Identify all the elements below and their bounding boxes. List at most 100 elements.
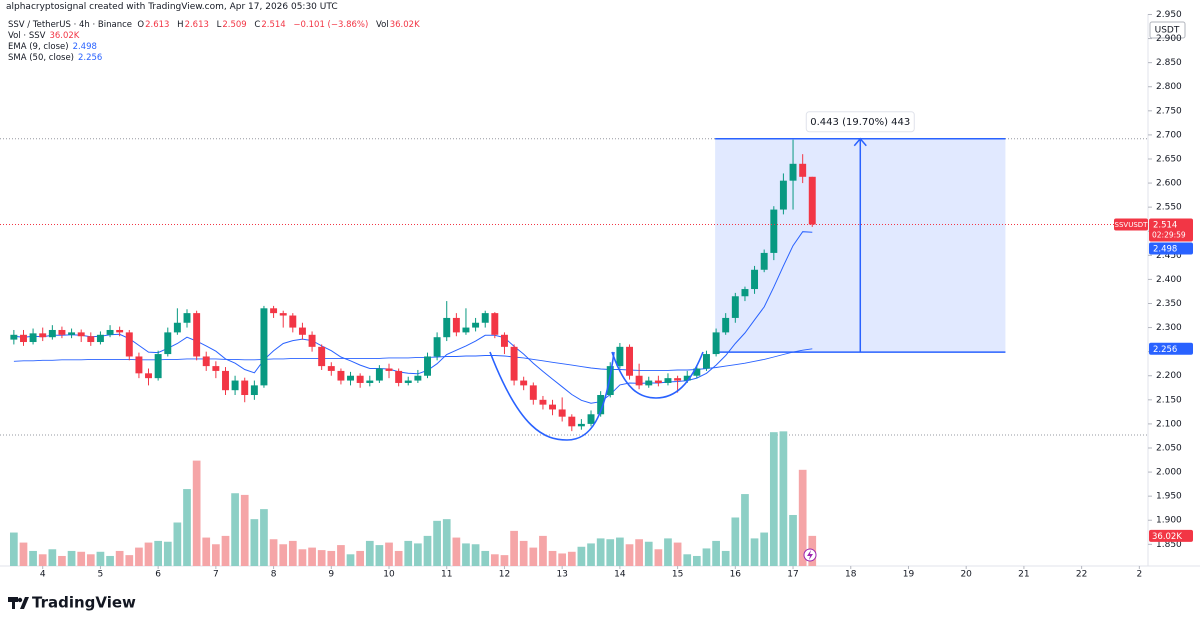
measure-label: 0.443 (19.70%) 443: [810, 117, 910, 128]
volume-bar: [577, 546, 586, 566]
indicator-name[interactable]: SMA (50, close): [8, 53, 74, 63]
candle-body: [779, 180, 787, 210]
candle-body: [799, 163, 807, 177]
candle-body: [193, 313, 201, 357]
candle-body: [366, 380, 374, 383]
candle-body: [789, 163, 797, 181]
y-tick-label: 2.000: [1156, 468, 1182, 478]
volume-bar: [240, 494, 249, 566]
indicator-value: 2.498: [72, 42, 97, 52]
volume-bar: [423, 535, 432, 566]
indicator-name[interactable]: EMA (9, close): [8, 42, 69, 52]
candle-body: [106, 329, 114, 335]
candle-body: [154, 354, 162, 379]
volume-bar: [327, 550, 336, 566]
y-tick-label: 2.950: [1156, 10, 1182, 20]
candle-body: [87, 336, 95, 343]
volume-bar: [250, 519, 259, 566]
volume-tag-box: [1149, 529, 1193, 542]
y-tick-label: 2.650: [1156, 154, 1182, 164]
volume-bar: [683, 554, 692, 566]
candle-body: [270, 308, 278, 314]
x-tick-label: 2: [1136, 570, 1142, 580]
volume-bar: [779, 431, 788, 566]
last-price-tag-box: [1149, 218, 1193, 242]
credit: alphacryptosignal created with TradingVi…: [6, 2, 338, 12]
volume-bar: [346, 554, 355, 566]
last-price-tag: 2.514: [1153, 220, 1177, 230]
legend-row: SSV / TetherUS · 4h · Binance O2.613 H2.…: [8, 20, 425, 31]
volume-bar: [163, 541, 172, 566]
brand: TradingView: [32, 594, 136, 612]
volume-bar: [529, 547, 538, 566]
ohlc-value: 2.613: [184, 20, 209, 30]
x-tick-label: 12: [499, 570, 510, 580]
candle-body: [125, 332, 133, 357]
volume-bar: [67, 550, 76, 566]
candle-body: [741, 289, 749, 297]
volume-bar: [539, 535, 547, 566]
volume-bar: [365, 540, 374, 566]
volume-bar: [404, 540, 413, 566]
volume-bar: [173, 522, 182, 566]
volume-bar: [452, 537, 461, 566]
candle-body: [683, 375, 691, 381]
currency[interactable]: USDT: [1155, 26, 1180, 36]
candle-body: [568, 416, 576, 427]
candle-body: [712, 332, 720, 355]
candle-body: [279, 313, 287, 316]
candle-body: [356, 375, 364, 383]
volume-bar: [798, 469, 807, 566]
x-tick-label: 8: [271, 570, 277, 580]
volume-bar: [260, 509, 268, 566]
volume-bar: [192, 460, 201, 566]
volume-bar: [673, 542, 682, 566]
candle-body: [308, 334, 316, 347]
volume-bar: [789, 514, 797, 566]
candle-body: [337, 370, 345, 381]
candle-body: [616, 346, 624, 367]
candle-body: [414, 375, 422, 381]
candle-body: [664, 378, 672, 383]
candle-body: [606, 366, 614, 396]
y-tick-label: 2.850: [1156, 58, 1182, 68]
ohlc-value: 2.509: [222, 20, 247, 30]
volume-bar: [616, 537, 624, 566]
indicator-tag-box: [1149, 242, 1193, 255]
indicator-name[interactable]: Vol · SSV: [8, 31, 46, 41]
candle-body: [452, 317, 460, 333]
volume-bar: [96, 551, 105, 566]
candle-body: [626, 346, 633, 376]
x-tick-label: 14: [614, 570, 626, 580]
currency-box[interactable]: [1149, 21, 1186, 39]
candle-body: [443, 317, 451, 338]
symbol[interactable]: SSV / TetherUS · 4h · Binance: [8, 20, 132, 30]
y-tick-label: 2.300: [1156, 323, 1182, 333]
volume-bar: [231, 493, 239, 566]
candle-body: [20, 334, 27, 343]
x-tick-label: 9: [328, 570, 334, 580]
ohlc-key: C: [254, 20, 261, 30]
candle-body: [722, 317, 730, 333]
indicator-tag: 2.256: [1153, 345, 1177, 355]
volume-bar: [567, 551, 576, 566]
candle-body: [491, 313, 499, 335]
volume-bar: [500, 555, 509, 566]
candle-body: [424, 356, 431, 376]
x-tick-label: 6: [155, 570, 161, 580]
volume-bar: [481, 550, 490, 566]
volume-bar: [77, 551, 86, 566]
candle-body: [58, 329, 66, 335]
volume-bar: [471, 544, 480, 566]
volume-bar: [86, 554, 95, 566]
volume-bar: [510, 530, 518, 566]
candle-body: [529, 385, 537, 400]
candle-body: [751, 269, 759, 290]
candle-body: [250, 385, 258, 396]
candle-body: [597, 395, 605, 415]
y-tick-label: 1.950: [1156, 492, 1182, 502]
indicator-line: [13, 348, 813, 371]
volume-bar: [202, 537, 211, 566]
candle-body: [500, 334, 508, 347]
candle-body: [549, 404, 556, 410]
